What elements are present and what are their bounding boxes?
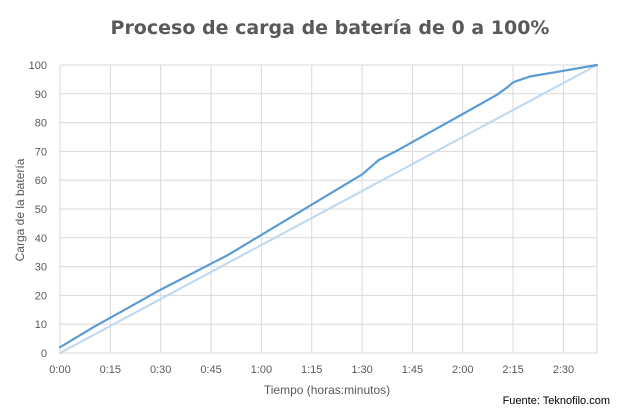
x-tick-label: 0:45 bbox=[200, 364, 221, 376]
source-note: Fuente: Teknofilo.com bbox=[503, 395, 610, 407]
x-tick-label: 0:15 bbox=[100, 364, 121, 376]
y-axis-ticks: 0 10 20 30 40 50 60 70 80 90 100 bbox=[29, 60, 47, 360]
x-tick-label: 1:00 bbox=[251, 364, 272, 376]
chart-title: Proceso de carga de batería de 0 a 100% bbox=[111, 17, 550, 39]
series-line-2 bbox=[59, 64, 598, 354]
y-tick-label: 0 bbox=[41, 348, 47, 360]
x-axis-label: Tiempo (horas:minutos) bbox=[264, 383, 390, 397]
x-tick-label: 1:30 bbox=[351, 364, 372, 376]
y-tick-label: 10 bbox=[35, 319, 47, 331]
x-tick-label: 2:15 bbox=[502, 364, 523, 376]
x-tick-label: 0:30 bbox=[150, 364, 171, 376]
y-axis-label: Carga de la batería bbox=[13, 158, 27, 261]
x-axis-ticks: 0:00 0:15 0:30 0:45 1:00 1:15 1:30 1:45 2:00 2:15… bbox=[49, 364, 574, 376]
y-tick-label: 70 bbox=[35, 146, 47, 158]
y-tick-label: 20 bbox=[35, 290, 47, 302]
x-tick-label: 1:45 bbox=[402, 364, 423, 376]
y-tick-label: 30 bbox=[35, 262, 47, 274]
series-line-1 bbox=[58, 63, 599, 349]
x-tick-label: 1:15 bbox=[301, 364, 322, 376]
x-tick-label: 0:00 bbox=[49, 364, 70, 376]
y-tick-label: 100 bbox=[29, 60, 47, 72]
y-tick-label: 50 bbox=[35, 204, 47, 216]
y-tick-label: 80 bbox=[35, 118, 47, 130]
y-tick-label: 90 bbox=[35, 89, 47, 101]
x-tick-label: 2:30 bbox=[553, 364, 574, 376]
y-tick-label: 40 bbox=[35, 233, 47, 245]
x-tick-label: 2:00 bbox=[452, 364, 473, 376]
y-tick-label: 60 bbox=[35, 175, 47, 187]
series-lines bbox=[58, 63, 599, 354]
grid bbox=[59, 64, 598, 354]
